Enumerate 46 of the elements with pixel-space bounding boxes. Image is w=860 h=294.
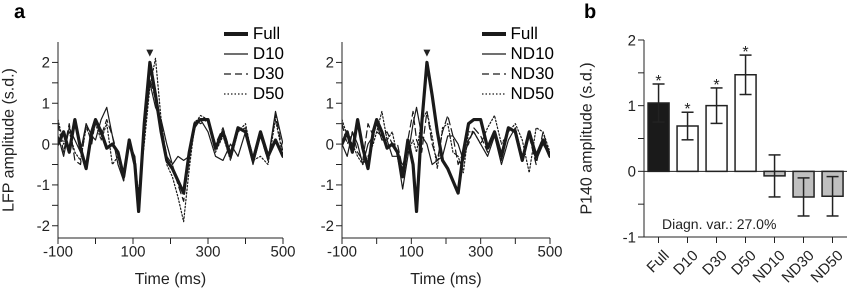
y-tick-label: -1 (36, 177, 50, 194)
legend-label: ND50 (510, 84, 554, 104)
legend-label: Full (510, 24, 538, 44)
y-tick-label: 2 (326, 54, 334, 72)
x-tick-label: 500 (270, 244, 296, 261)
y-tick-label: -2 (320, 218, 334, 236)
y-tick-label: 2 (628, 32, 636, 50)
x-axis-title: Time (ms) (410, 271, 482, 288)
annotation: ▼ (420, 45, 433, 60)
y-tick-label: 1 (628, 98, 636, 115)
x-tick-label: -100 (326, 244, 358, 261)
annotation: Diagn. var.: 27.0% (662, 216, 776, 232)
legend-label: D10 (252, 44, 284, 64)
y-tick-label: -2 (36, 218, 50, 236)
y-tick-label: 1 (326, 96, 334, 113)
y-tick-label: 0 (42, 136, 50, 154)
y-tick-label: -1 (622, 229, 636, 246)
y-tick-label: 0 (326, 136, 334, 154)
x-tick-label: -100 (42, 244, 74, 261)
x-tick-label: Full (644, 247, 673, 276)
legend-label: D50 (252, 84, 284, 104)
annotation: * (742, 44, 749, 62)
x-axis-title: Time (ms) (134, 271, 206, 288)
chart-title: a (14, 1, 26, 23)
x-tick-label: D10 (670, 247, 702, 279)
y-tick-label: 0 (628, 164, 636, 181)
legend-label: D30 (252, 64, 284, 84)
x-tick-label: 100 (398, 244, 424, 261)
y-tick-label: 2 (42, 54, 50, 72)
y-tick-label: 1 (42, 96, 50, 113)
annotation: * (684, 101, 691, 118)
y-axis-title: LFP amplitude (s.d.) (0, 68, 18, 212)
legend-label: ND30 (510, 64, 554, 84)
y-axis-title: P140 amplitude (s.d.) (578, 62, 596, 215)
annotation: ▼ (144, 45, 156, 60)
x-tick-label: 300 (468, 244, 494, 261)
x-tick-label: 500 (537, 244, 563, 261)
annotation: * (713, 76, 720, 94)
y-tick-label: -1 (320, 177, 334, 194)
legend-label: ND10 (510, 44, 554, 64)
x-tick-label: 300 (195, 244, 221, 261)
annotation: * (655, 72, 662, 90)
legend-label: Full (252, 24, 280, 44)
x-tick-label: D30 (699, 247, 731, 279)
chart-title: b (584, 1, 596, 23)
x-tick-label: 100 (120, 244, 146, 261)
